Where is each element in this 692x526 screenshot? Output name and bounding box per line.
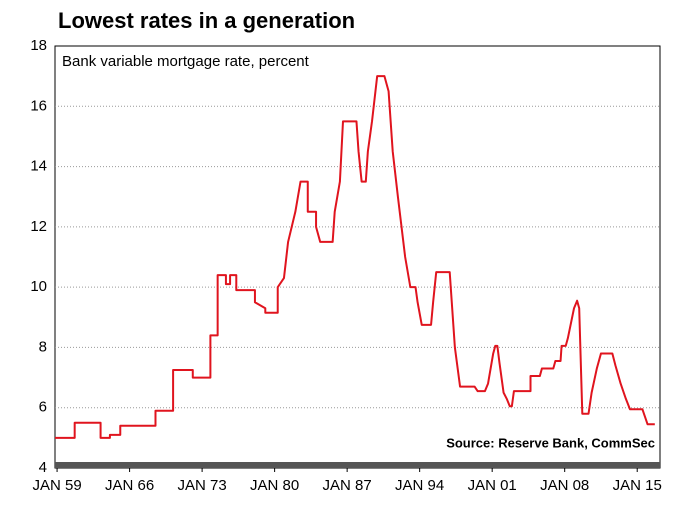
- month-tick-band: [55, 462, 660, 468]
- chart-title: Lowest rates in a generation: [58, 8, 355, 33]
- y-tick-label: 8: [39, 338, 47, 355]
- y-tick-label: 12: [30, 218, 47, 235]
- line-series: [55, 75, 655, 439]
- subtitle: Bank variable mortgage rate, percent: [62, 53, 310, 70]
- x-tick-label: JAN 08: [540, 477, 589, 494]
- source-note: Source: Reserve Bank, CommSec: [446, 435, 655, 450]
- x-tick-label: JAN 73: [178, 477, 227, 494]
- y-tick-label: 6: [39, 399, 47, 416]
- y-tick-label: 4: [39, 459, 47, 476]
- x-tick-label: JAN 01: [468, 477, 517, 494]
- x-tick-label: JAN 94: [395, 477, 444, 494]
- y-tick-label: 16: [30, 97, 47, 114]
- x-tick-label: JAN 80: [250, 477, 299, 494]
- x-tick-label: JAN 59: [32, 477, 81, 494]
- x-tick-label: JAN 15: [613, 477, 662, 494]
- x-tick-label: JAN 66: [105, 477, 154, 494]
- x-tick-label: JAN 87: [323, 477, 372, 494]
- y-tick-label: 14: [30, 158, 47, 175]
- y-tick-label: 10: [30, 278, 47, 295]
- y-tick-label: 18: [30, 37, 47, 54]
